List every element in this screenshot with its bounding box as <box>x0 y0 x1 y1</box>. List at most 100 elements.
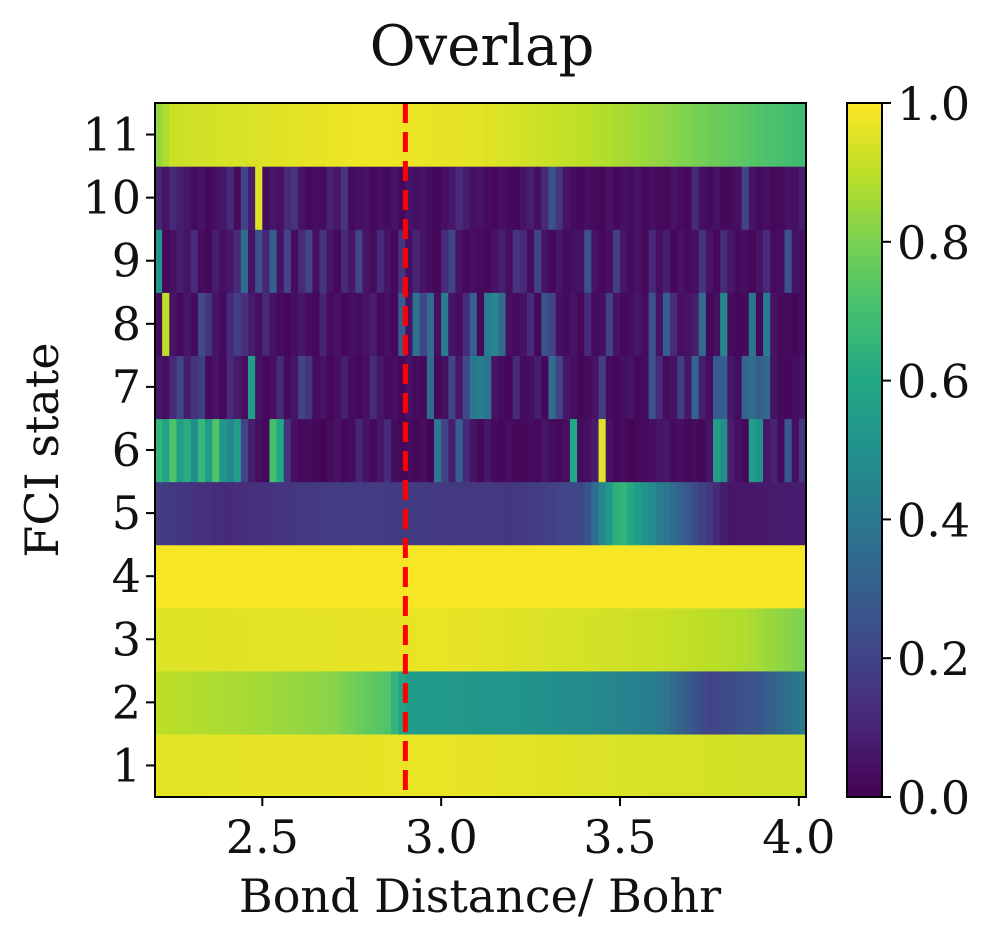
heatmap-cell-state-2 <box>412 670 421 735</box>
heatmap-cell-state-5 <box>348 481 356 546</box>
heatmap-cell-state-10 <box>333 166 342 230</box>
heatmap-cell-state-2 <box>791 670 800 735</box>
y-tick-label: 7 <box>112 360 141 414</box>
heatmap-cell-state-1 <box>727 733 736 798</box>
heatmap-cell-state-3 <box>577 607 585 672</box>
heatmap-cell-state-9 <box>434 229 442 293</box>
heatmap-cell-state-4 <box>176 544 185 609</box>
heatmap-cell-state-7 <box>176 355 185 420</box>
heatmap-cell-state-7 <box>698 355 707 420</box>
heatmap-cell-state-9 <box>670 229 678 293</box>
heatmap-cell-state-5 <box>798 481 807 546</box>
heatmap-cell-state-2 <box>212 670 220 735</box>
heatmap-cell-state-5 <box>691 481 700 546</box>
heatmap-cell-state-9 <box>484 229 492 293</box>
heatmap-cell-state-5 <box>476 481 485 546</box>
heatmap-cell-state-1 <box>720 733 728 798</box>
heatmap-cell-state-1 <box>226 733 235 798</box>
heatmap-cell-state-3 <box>684 607 693 672</box>
heatmap-cell-state-1 <box>219 733 228 798</box>
heatmap-cell-state-10 <box>512 166 521 230</box>
heatmap-cell-state-11 <box>655 103 664 167</box>
heatmap-cell-state-8 <box>634 292 643 356</box>
heatmap-cell-state-1 <box>441 733 449 798</box>
heatmap-cell-state-5 <box>484 481 492 546</box>
heatmap-cell-state-8 <box>698 292 707 356</box>
heatmap-cell-state-7 <box>448 355 457 420</box>
heatmap-cell-state-1 <box>577 733 585 798</box>
heatmap-cell-state-7 <box>577 355 585 420</box>
heatmap-cell-state-2 <box>591 670 600 735</box>
heatmap-cell-state-1 <box>305 733 313 798</box>
heatmap-cell-state-8 <box>283 292 292 356</box>
heatmap-cell-state-6 <box>219 418 228 483</box>
heatmap-cell-state-4 <box>326 544 335 609</box>
heatmap-cell-state-7 <box>505 355 514 420</box>
heatmap-cell-state-7 <box>734 355 743 420</box>
heatmap-cell-state-6 <box>212 418 220 483</box>
heatmap-cell-state-2 <box>691 670 700 735</box>
heatmap-cell-state-3 <box>176 607 185 672</box>
heatmap-cell-state-6 <box>498 418 507 483</box>
colorbar-tick-label: 0.0 <box>897 771 970 825</box>
heatmap-cell-state-2 <box>290 670 299 735</box>
heatmap-cell-state-4 <box>448 544 457 609</box>
heatmap-cell-state-10 <box>605 166 614 230</box>
heatmap-cell-state-2 <box>219 670 228 735</box>
heatmap-cell-state-11 <box>777 103 786 167</box>
heatmap-cell-state-4 <box>698 544 707 609</box>
heatmap-cell-state-10 <box>634 166 643 230</box>
heatmap-cell-state-4 <box>691 544 700 609</box>
heatmap-cell-state-2 <box>348 670 356 735</box>
heatmap-cell-state-1 <box>412 733 421 798</box>
heatmap-cell-state-7 <box>641 355 650 420</box>
heatmap-cell-state-1 <box>620 733 628 798</box>
heatmap-cell-state-1 <box>519 733 528 798</box>
heatmap-cell-state-10 <box>798 166 807 230</box>
heatmap-cell-state-1 <box>333 733 342 798</box>
heatmap-cell-state-8 <box>527 292 535 356</box>
heatmap-cell-state-7 <box>498 355 507 420</box>
heatmap-cell-state-4 <box>519 544 528 609</box>
heatmap-cell-state-6 <box>276 418 285 483</box>
heatmap-cell-state-8 <box>248 292 256 356</box>
heatmap-cell-state-3 <box>784 607 793 672</box>
heatmap-cell-state-5 <box>455 481 464 546</box>
heatmap-cell-state-7 <box>348 355 356 420</box>
heatmap-cell-state-8 <box>484 292 492 356</box>
heatmap-cell-state-11 <box>748 103 757 167</box>
heatmap-cell-state-3 <box>541 607 550 672</box>
heatmap-cell-state-4 <box>376 544 385 609</box>
heatmap-cell-state-5 <box>262 481 271 546</box>
heatmap-cell-state-11 <box>484 103 492 167</box>
heatmap-cell-state-6 <box>398 418 406 483</box>
heatmap-cell-state-5 <box>791 481 800 546</box>
heatmap-cell-state-2 <box>419 670 428 735</box>
heatmap-cell-state-5 <box>763 481 771 546</box>
heatmap-cell-state-5 <box>298 481 306 546</box>
heatmap-cell-state-7 <box>205 355 213 420</box>
heatmap-cell-state-6 <box>748 418 757 483</box>
heatmap-cell-state-9 <box>305 229 313 293</box>
heatmap-cell-state-2 <box>698 670 707 735</box>
heatmap-cell-state-2 <box>169 670 178 735</box>
heatmap-cell-state-2 <box>484 670 492 735</box>
heatmap-cell-state-11 <box>355 103 364 167</box>
heatmap-cell-state-11 <box>219 103 228 167</box>
heatmap-cell-state-3 <box>276 607 285 672</box>
y-tick-label: 1 <box>112 738 141 792</box>
heatmap-cell-state-2 <box>312 670 321 735</box>
heatmap-cell-state-1 <box>212 733 220 798</box>
heatmap-cell-state-10 <box>698 166 707 230</box>
heatmap-cell-state-9 <box>662 229 671 293</box>
heatmap-cell-state-4 <box>341 544 349 609</box>
heatmap-cell-state-5 <box>283 481 292 546</box>
heatmap-cell-state-9 <box>412 229 421 293</box>
heatmap-cell-state-1 <box>233 733 242 798</box>
heatmap-cell-state-8 <box>183 292 192 356</box>
heatmap-cell-state-8 <box>255 292 263 356</box>
heatmap-cell-state-2 <box>512 670 521 735</box>
heatmap-cell-state-4 <box>791 544 800 609</box>
heatmap-cell-state-3 <box>362 607 371 672</box>
heatmap-cell-state-4 <box>548 544 557 609</box>
